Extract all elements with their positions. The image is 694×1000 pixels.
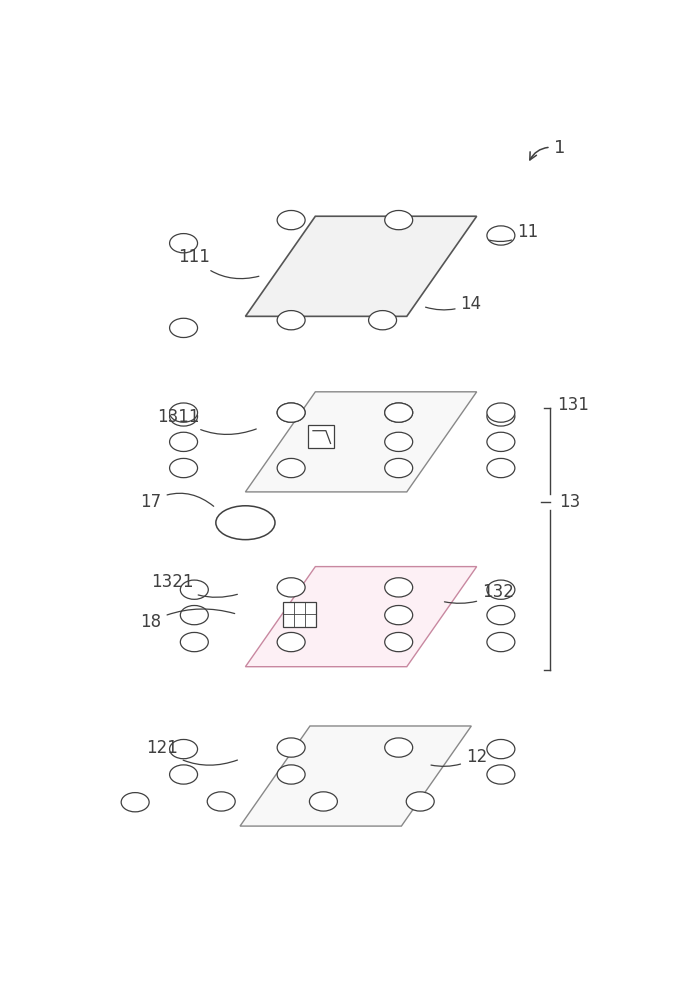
Ellipse shape bbox=[277, 458, 305, 478]
Ellipse shape bbox=[169, 403, 198, 422]
Ellipse shape bbox=[369, 311, 396, 330]
Ellipse shape bbox=[180, 580, 208, 599]
Ellipse shape bbox=[277, 578, 305, 597]
Ellipse shape bbox=[277, 311, 305, 330]
Text: 14: 14 bbox=[425, 295, 482, 313]
Ellipse shape bbox=[487, 632, 515, 652]
Bar bbox=[308, 425, 334, 448]
Ellipse shape bbox=[277, 765, 305, 784]
Ellipse shape bbox=[208, 792, 235, 811]
Ellipse shape bbox=[169, 234, 198, 253]
Ellipse shape bbox=[169, 407, 198, 426]
Ellipse shape bbox=[487, 739, 515, 759]
Ellipse shape bbox=[121, 793, 149, 812]
Ellipse shape bbox=[487, 226, 515, 245]
Text: 121: 121 bbox=[146, 739, 237, 765]
Ellipse shape bbox=[384, 210, 413, 230]
Ellipse shape bbox=[487, 403, 515, 422]
Ellipse shape bbox=[277, 738, 305, 757]
Ellipse shape bbox=[169, 432, 198, 451]
Ellipse shape bbox=[277, 403, 305, 422]
Ellipse shape bbox=[487, 458, 515, 478]
Ellipse shape bbox=[487, 605, 515, 625]
Ellipse shape bbox=[384, 738, 413, 757]
Text: 111: 111 bbox=[178, 248, 259, 279]
Text: 131: 131 bbox=[557, 396, 589, 414]
Text: 1: 1 bbox=[530, 139, 565, 160]
Text: 12: 12 bbox=[431, 748, 487, 766]
Ellipse shape bbox=[180, 605, 208, 625]
Ellipse shape bbox=[216, 506, 275, 540]
Text: 11: 11 bbox=[489, 223, 539, 242]
Text: 1311: 1311 bbox=[157, 408, 256, 434]
Text: 1321: 1321 bbox=[151, 573, 237, 597]
Ellipse shape bbox=[169, 318, 198, 338]
Text: 13: 13 bbox=[559, 493, 580, 511]
Ellipse shape bbox=[310, 792, 337, 811]
Polygon shape bbox=[246, 216, 477, 316]
Ellipse shape bbox=[384, 432, 413, 451]
Polygon shape bbox=[240, 726, 471, 826]
Polygon shape bbox=[246, 567, 477, 667]
Text: 132: 132 bbox=[444, 583, 514, 603]
Ellipse shape bbox=[169, 739, 198, 759]
Ellipse shape bbox=[384, 632, 413, 652]
Bar bbox=[282, 602, 316, 627]
Ellipse shape bbox=[384, 578, 413, 597]
Ellipse shape bbox=[277, 403, 305, 422]
Ellipse shape bbox=[487, 432, 515, 451]
Text: 18: 18 bbox=[140, 609, 235, 631]
Text: 17: 17 bbox=[140, 493, 214, 511]
Ellipse shape bbox=[180, 632, 208, 652]
Polygon shape bbox=[246, 392, 477, 492]
Ellipse shape bbox=[169, 458, 198, 478]
Ellipse shape bbox=[384, 458, 413, 478]
Ellipse shape bbox=[169, 765, 198, 784]
Ellipse shape bbox=[487, 580, 515, 599]
Ellipse shape bbox=[277, 210, 305, 230]
Ellipse shape bbox=[384, 605, 413, 625]
Ellipse shape bbox=[487, 765, 515, 784]
Ellipse shape bbox=[277, 632, 305, 652]
Ellipse shape bbox=[384, 403, 413, 422]
Ellipse shape bbox=[384, 403, 413, 422]
Ellipse shape bbox=[487, 407, 515, 426]
Ellipse shape bbox=[406, 792, 434, 811]
